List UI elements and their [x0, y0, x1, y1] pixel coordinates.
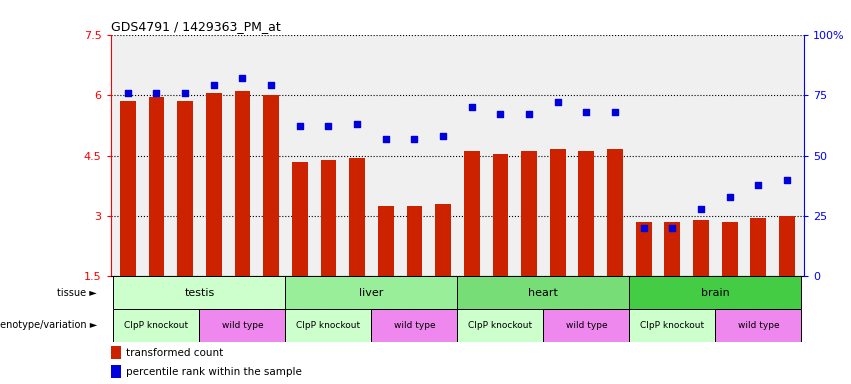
Point	[150, 89, 163, 96]
Text: wild type: wild type	[394, 321, 435, 330]
Bar	[780, 216, 795, 276]
Point	[580, 109, 593, 115]
Text: wild type: wild type	[738, 321, 780, 330]
Bar	[607, 149, 623, 276]
Bar	[113, 276, 285, 309]
Text: percentile rank within the sample: percentile rank within the sample	[126, 367, 302, 377]
Bar	[349, 157, 365, 276]
Bar	[263, 95, 279, 276]
Bar	[521, 152, 537, 276]
Text: GDS4791 / 1429363_PM_at: GDS4791 / 1429363_PM_at	[111, 20, 280, 33]
Text: heart: heart	[528, 288, 558, 298]
Point	[637, 225, 650, 231]
Text: wild type: wild type	[221, 321, 263, 330]
Text: ClpP knockout: ClpP knockout	[640, 321, 705, 330]
Point	[207, 82, 220, 88]
Text: ClpP knockout: ClpP knockout	[296, 321, 361, 330]
Bar	[199, 309, 285, 342]
Point	[293, 123, 306, 129]
Bar	[235, 91, 250, 276]
Bar	[464, 152, 480, 276]
Bar	[206, 93, 222, 276]
Point	[121, 89, 134, 96]
Text: wild type: wild type	[566, 321, 608, 330]
Text: brain: brain	[701, 288, 729, 298]
Bar	[292, 162, 308, 276]
Bar	[113, 309, 199, 342]
Point	[494, 111, 507, 118]
Text: genotype/variation ►: genotype/variation ►	[0, 320, 97, 331]
Bar	[285, 276, 458, 309]
Bar	[579, 152, 594, 276]
Point	[179, 89, 192, 96]
Point	[665, 225, 679, 231]
Text: transformed count: transformed count	[126, 348, 223, 358]
Bar	[177, 101, 193, 276]
Bar	[120, 101, 135, 276]
Bar	[457, 276, 630, 309]
Point	[780, 177, 794, 183]
Bar	[457, 309, 544, 342]
Bar	[636, 222, 652, 276]
Bar	[665, 222, 680, 276]
Text: liver: liver	[359, 288, 384, 298]
Bar	[630, 309, 716, 342]
Point	[408, 136, 421, 142]
Text: tissue ►: tissue ►	[57, 288, 97, 298]
Bar	[111, 346, 121, 359]
Text: testis: testis	[185, 288, 214, 298]
Point	[379, 136, 392, 142]
Text: ClpP knockout: ClpP knockout	[468, 321, 533, 330]
Point	[265, 82, 278, 88]
Point	[722, 194, 736, 200]
Point	[694, 206, 708, 212]
Bar	[493, 154, 508, 276]
Bar	[716, 309, 802, 342]
Point	[465, 104, 478, 110]
Point	[551, 99, 564, 105]
Bar	[630, 276, 802, 309]
Bar	[149, 97, 164, 276]
Point	[236, 75, 249, 81]
Bar	[111, 365, 121, 378]
Bar	[371, 309, 458, 342]
Point	[608, 109, 622, 115]
Bar	[544, 309, 630, 342]
Bar	[378, 206, 394, 276]
Bar	[751, 218, 766, 276]
Bar	[435, 204, 451, 276]
Point	[322, 123, 335, 129]
Point	[437, 133, 450, 139]
Point	[751, 182, 765, 188]
Bar	[722, 222, 738, 276]
Text: ClpP knockout: ClpP knockout	[124, 321, 189, 330]
Bar	[285, 309, 371, 342]
Bar	[550, 149, 566, 276]
Bar	[693, 220, 709, 276]
Point	[523, 111, 536, 118]
Point	[351, 121, 364, 127]
Bar	[407, 206, 422, 276]
Bar	[321, 160, 336, 276]
